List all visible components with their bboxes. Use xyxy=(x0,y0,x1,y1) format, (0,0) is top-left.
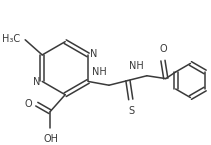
Text: S: S xyxy=(129,106,135,116)
Text: N: N xyxy=(33,77,40,87)
Text: N: N xyxy=(90,49,97,59)
Text: NH: NH xyxy=(92,67,107,77)
Text: NH: NH xyxy=(129,61,144,71)
Text: H₃C: H₃C xyxy=(2,34,20,44)
Text: OH: OH xyxy=(43,134,58,144)
Text: O: O xyxy=(24,99,32,109)
Text: O: O xyxy=(159,44,167,54)
